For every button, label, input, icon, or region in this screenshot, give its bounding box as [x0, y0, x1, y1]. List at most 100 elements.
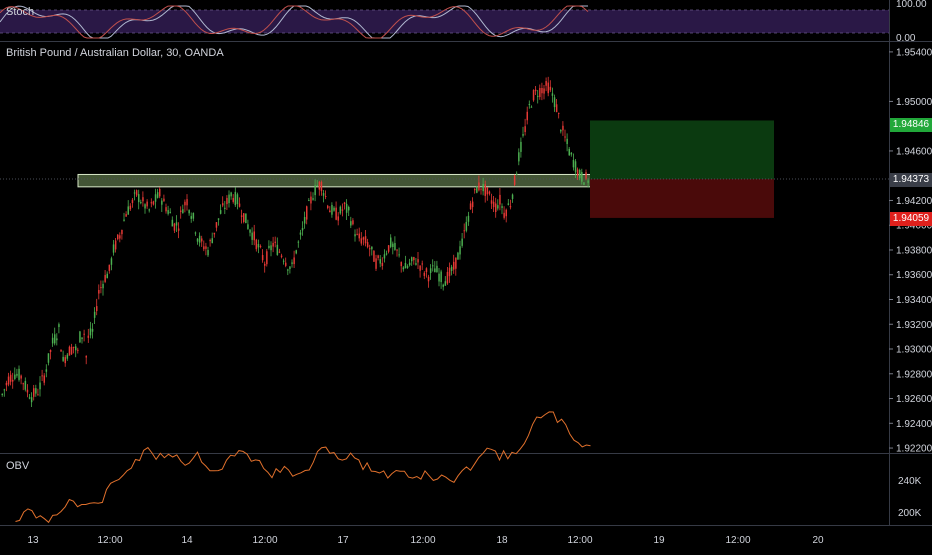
candle-body[interactable] — [245, 213, 247, 224]
candle-body[interactable] — [360, 238, 363, 244]
candle-body[interactable] — [150, 202, 153, 204]
candle-body[interactable] — [551, 93, 554, 96]
candle-body[interactable] — [287, 269, 289, 271]
candle-body[interactable] — [291, 262, 293, 264]
candle-body[interactable] — [385, 253, 388, 255]
candle-body[interactable] — [375, 258, 377, 269]
candle-body[interactable] — [243, 213, 245, 223]
candle-body[interactable] — [568, 148, 571, 156]
candle-body[interactable] — [184, 201, 186, 206]
candle-body[interactable] — [467, 215, 470, 222]
candle-body[interactable] — [282, 260, 285, 262]
candle-body[interactable] — [259, 246, 262, 248]
candle-body[interactable] — [457, 252, 459, 260]
candle-body[interactable] — [461, 238, 463, 246]
stoch-pane[interactable] — [0, 5, 889, 39]
candle-body[interactable] — [264, 263, 266, 266]
candle-body[interactable] — [77, 349, 79, 351]
candle-body[interactable] — [490, 200, 493, 204]
candle-body[interactable] — [98, 289, 100, 294]
candle-body[interactable] — [66, 354, 69, 359]
candle-body[interactable] — [127, 206, 130, 215]
candle-body[interactable] — [553, 97, 556, 108]
candle-body[interactable] — [58, 324, 60, 328]
candle-body[interactable] — [320, 182, 323, 192]
candle-body[interactable] — [423, 272, 426, 276]
candle-body[interactable] — [215, 222, 218, 228]
candle-body[interactable] — [295, 250, 298, 254]
candle-body[interactable] — [270, 245, 272, 251]
candle-body[interactable] — [337, 216, 340, 221]
candle-body[interactable] — [54, 334, 56, 344]
candle-body[interactable] — [159, 188, 161, 197]
candle-body[interactable] — [39, 382, 41, 390]
candle-body[interactable] — [72, 346, 75, 348]
candle-body[interactable] — [356, 233, 358, 235]
candle-body[interactable] — [585, 172, 587, 179]
candle-body[interactable] — [198, 235, 201, 243]
candle-body[interactable] — [543, 88, 545, 94]
candle-body[interactable] — [110, 258, 113, 265]
candle-body[interactable] — [526, 111, 529, 121]
candle-body[interactable] — [171, 219, 174, 227]
candle-body[interactable] — [175, 222, 178, 226]
obv-label[interactable]: OBV — [6, 460, 30, 472]
candle-body[interactable] — [232, 197, 235, 202]
candle-body[interactable] — [513, 175, 516, 185]
candle-body[interactable] — [509, 206, 512, 208]
candle-body[interactable] — [236, 194, 239, 204]
candle-body[interactable] — [104, 275, 106, 282]
candle-body[interactable] — [324, 196, 327, 198]
candle-body[interactable] — [186, 199, 188, 206]
candle-body[interactable] — [511, 194, 514, 199]
candle-body[interactable] — [253, 231, 256, 241]
candle-body[interactable] — [499, 194, 501, 205]
candle-body[interactable] — [121, 229, 123, 235]
candle-body[interactable] — [503, 212, 505, 218]
candle-body[interactable] — [117, 234, 119, 240]
candle-body[interactable] — [318, 181, 321, 190]
candle-body[interactable] — [450, 266, 453, 271]
candle-body[interactable] — [234, 191, 237, 206]
candle-body[interactable] — [37, 394, 39, 396]
candle-body[interactable] — [541, 87, 543, 94]
candle-body[interactable] — [400, 262, 403, 267]
candle-body[interactable] — [341, 209, 344, 211]
candle-body[interactable] — [444, 281, 447, 286]
candle-body[interactable] — [474, 188, 476, 191]
candle-body[interactable] — [453, 261, 455, 270]
candle-body[interactable] — [289, 266, 291, 270]
candle-body[interactable] — [442, 284, 445, 287]
candle-body[interactable] — [366, 242, 369, 248]
candle-body[interactable] — [180, 210, 182, 212]
candle-body[interactable] — [377, 255, 379, 259]
candle-body[interactable] — [532, 90, 535, 101]
candle-body[interactable] — [396, 249, 398, 251]
candle-body[interactable] — [524, 126, 526, 133]
candle-body[interactable] — [381, 262, 384, 267]
candle-body[interactable] — [219, 210, 222, 214]
candle-body[interactable] — [572, 159, 575, 168]
candle-body[interactable] — [539, 88, 541, 98]
candle-body[interactable] — [404, 263, 407, 269]
candle-body[interactable] — [144, 204, 146, 209]
candle-body[interactable] — [350, 221, 352, 226]
long-position-loss-zone[interactable] — [590, 179, 774, 218]
candle-body[interactable] — [33, 388, 35, 397]
candle-body[interactable] — [293, 257, 295, 265]
candle-body[interactable] — [530, 106, 533, 108]
candle-body[interactable] — [438, 273, 440, 282]
candle-body[interactable] — [213, 232, 216, 235]
candle-body[interactable] — [5, 382, 8, 386]
candle-body[interactable] — [280, 255, 283, 258]
candle-body[interactable] — [522, 134, 524, 136]
candle-body[interactable] — [62, 356, 64, 361]
candle-body[interactable] — [226, 197, 228, 205]
candle-body[interactable] — [440, 271, 442, 283]
candle-body[interactable] — [486, 187, 489, 195]
symbol-title[interactable]: British Pound / Australian Dollar, 30, O… — [6, 47, 224, 59]
candle-body[interactable] — [173, 223, 176, 231]
candle-body[interactable] — [22, 383, 25, 385]
candle-body[interactable] — [251, 232, 253, 240]
candle-body[interactable] — [463, 230, 466, 232]
